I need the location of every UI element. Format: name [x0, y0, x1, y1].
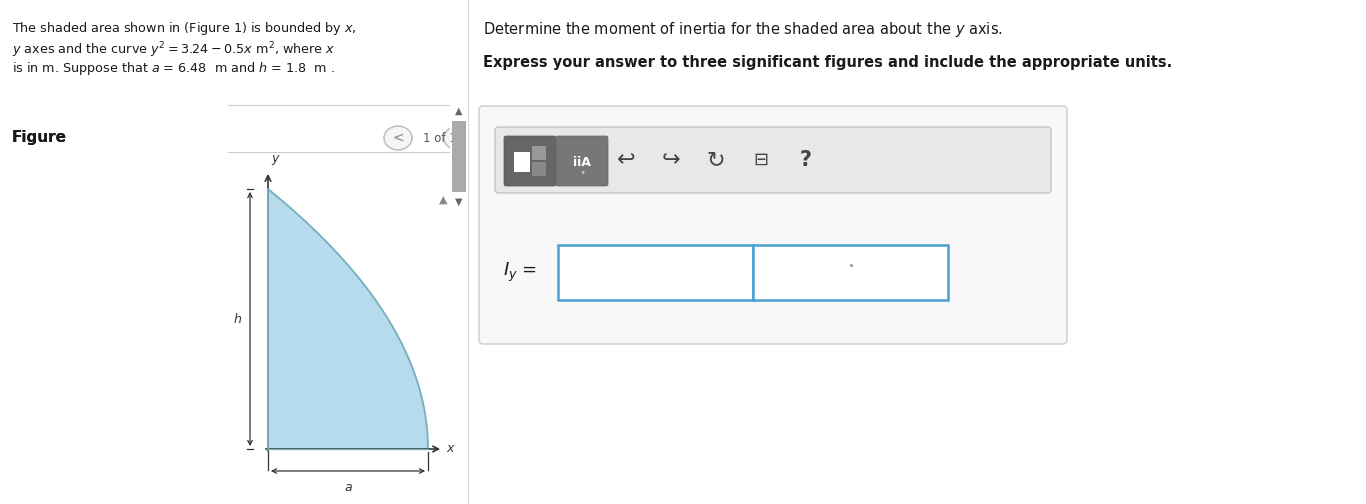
Bar: [514, 152, 530, 172]
Text: The shaded area shown in (Figure 1) is bounded by $x$,: The shaded area shown in (Figure 1) is b…: [12, 20, 357, 37]
Bar: [0, 105, 228, 504]
Text: <: <: [392, 131, 404, 145]
Text: 1 of 1: 1 of 1: [423, 132, 456, 145]
Text: ⊟: ⊟: [754, 151, 769, 169]
Text: ▼: ▼: [455, 197, 463, 207]
Text: Figure: Figure: [12, 130, 67, 145]
FancyBboxPatch shape: [479, 106, 1067, 344]
Text: ↪: ↪: [661, 150, 680, 170]
Text: Determine the moment of inertia for the shaded area about the $y$ axis.: Determine the moment of inertia for the …: [484, 20, 1003, 39]
Text: Express your answer to three significant figures and include the appropriate uni: Express your answer to three significant…: [484, 55, 1172, 70]
Polygon shape: [384, 126, 413, 150]
Bar: [452, 121, 466, 192]
FancyBboxPatch shape: [556, 136, 608, 186]
Text: $h$: $h$: [234, 312, 242, 326]
Bar: [531, 146, 546, 160]
Text: is in m. Suppose that $a$ = 6.48  m and $h$ = 1.8  m .: is in m. Suppose that $a$ = 6.48 m and $…: [12, 60, 335, 77]
Bar: [557, 245, 753, 300]
Text: $y$ axes and the curve $y^2 = 3.24 - 0.5x$ m$^2$, where $x$: $y$ axes and the curve $y^2 = 3.24 - 0.5…: [12, 40, 336, 59]
Text: $a$: $a$: [344, 481, 352, 494]
Bar: [753, 245, 948, 300]
Text: ↩: ↩: [616, 150, 635, 170]
Text: ↻: ↻: [706, 150, 725, 170]
Text: iiA: iiA: [574, 157, 591, 169]
Text: $y$: $y$: [270, 153, 281, 167]
Text: °: °: [581, 171, 585, 180]
Text: $I_y$ =: $I_y$ =: [503, 261, 537, 284]
Text: $x$: $x$: [447, 443, 456, 456]
Polygon shape: [444, 126, 473, 150]
Text: ▲: ▲: [438, 195, 447, 205]
Bar: [531, 162, 546, 176]
FancyBboxPatch shape: [504, 136, 556, 186]
Polygon shape: [268, 189, 428, 449]
Text: >: >: [452, 131, 464, 145]
Text: Figure: Figure: [12, 130, 67, 145]
Text: ▲: ▲: [455, 106, 463, 116]
Text: ?: ?: [800, 150, 811, 170]
FancyBboxPatch shape: [494, 127, 1050, 193]
